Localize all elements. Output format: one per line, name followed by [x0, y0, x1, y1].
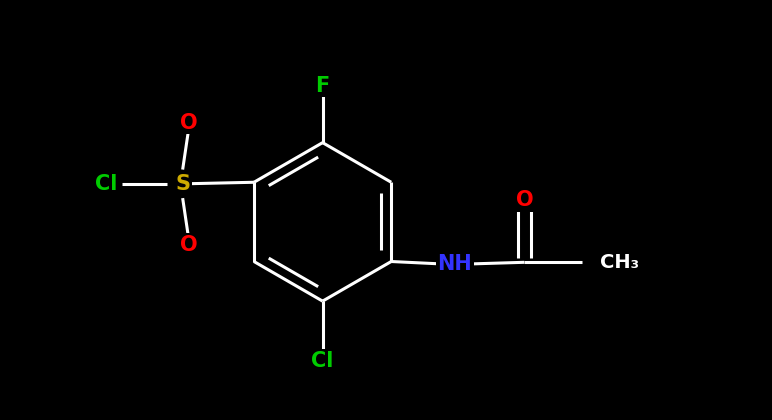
- Text: F: F: [316, 76, 330, 96]
- Text: NH: NH: [437, 254, 472, 274]
- Text: S: S: [175, 174, 190, 194]
- Text: O: O: [180, 235, 198, 255]
- Text: CH₃: CH₃: [601, 253, 639, 272]
- Text: O: O: [516, 191, 533, 210]
- Text: Cl: Cl: [95, 174, 117, 194]
- Text: O: O: [180, 113, 198, 133]
- Text: Cl: Cl: [311, 351, 334, 370]
